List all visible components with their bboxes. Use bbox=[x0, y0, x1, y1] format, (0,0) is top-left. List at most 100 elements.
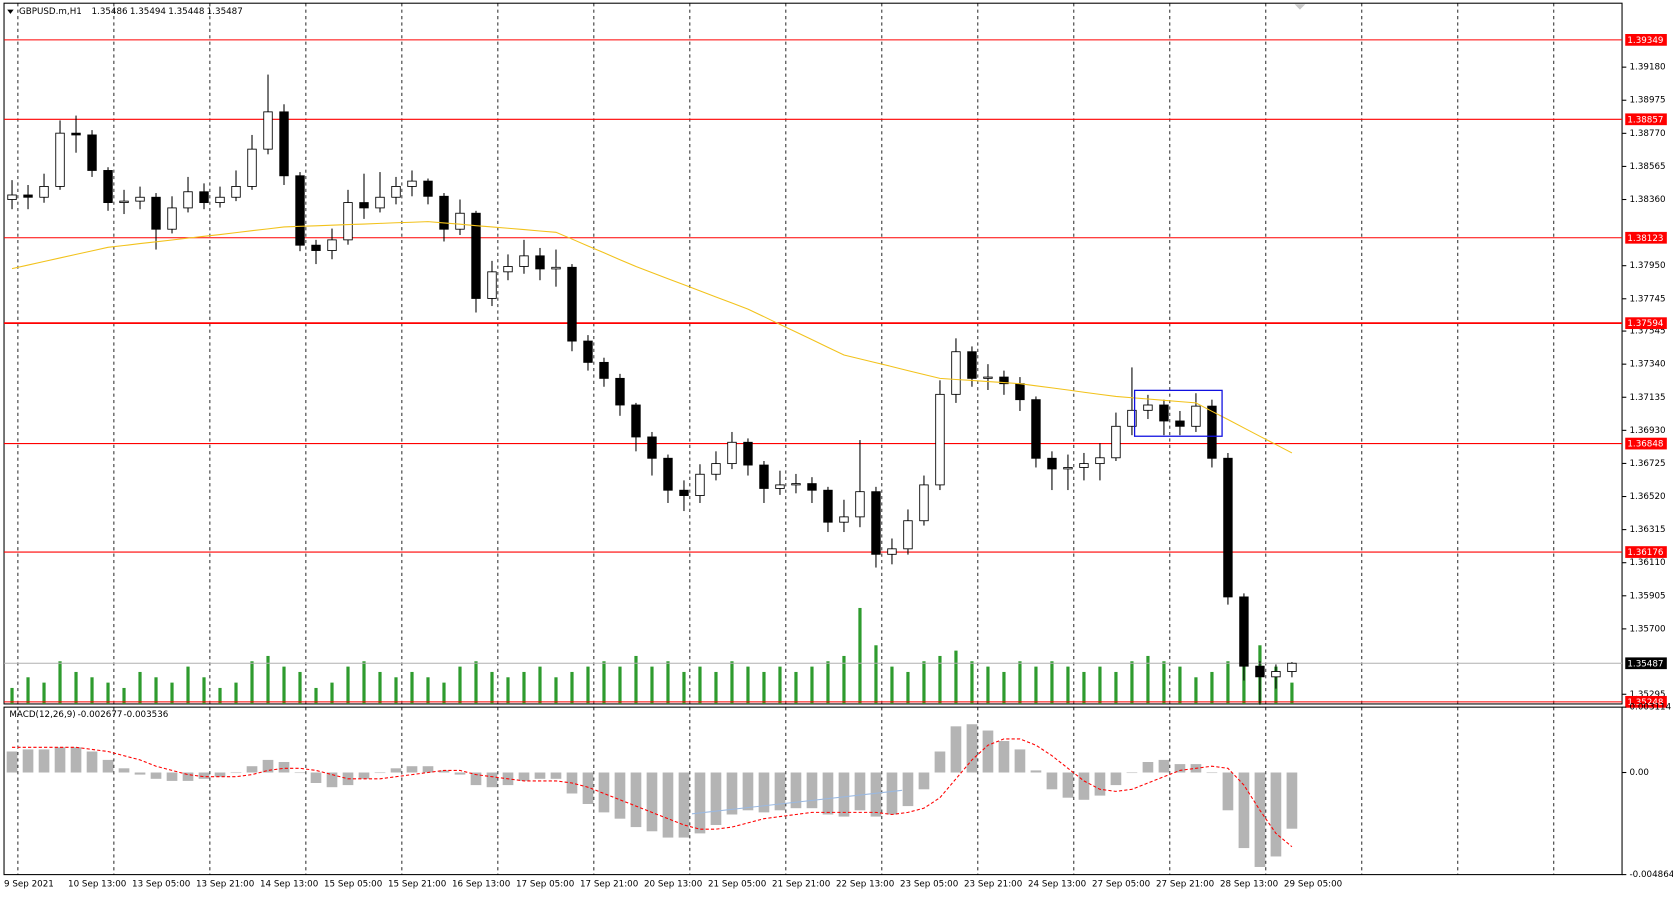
candle-body bbox=[247, 148, 257, 187]
candle-body bbox=[903, 520, 913, 550]
candle-body bbox=[1047, 457, 1057, 470]
candle-body bbox=[1063, 467, 1073, 470]
x-tick-label: 29 Sep 05:00 bbox=[1284, 880, 1342, 890]
macd-bar bbox=[166, 772, 178, 781]
volume-bar bbox=[154, 677, 158, 704]
macd-bar bbox=[102, 759, 114, 773]
x-tick-label: 17 Sep 05:00 bbox=[516, 880, 574, 890]
macd-bar bbox=[86, 751, 98, 773]
volume-bar bbox=[1146, 655, 1150, 704]
volume-bar bbox=[810, 666, 814, 704]
symbol-menu-arrow[interactable] bbox=[7, 9, 14, 14]
candle-body bbox=[711, 463, 721, 475]
volume-bar bbox=[506, 677, 510, 704]
macd-bar bbox=[1078, 772, 1090, 800]
candle-body bbox=[839, 516, 849, 523]
candle-body bbox=[455, 212, 465, 230]
volume-bar bbox=[986, 666, 990, 704]
candle-body bbox=[423, 180, 433, 197]
symbol-label: GBPUSD.m,H1 bbox=[19, 7, 82, 17]
level-label: 1.38123 bbox=[1627, 234, 1663, 244]
x-tick-label: 21 Sep 21:00 bbox=[772, 880, 830, 890]
candle-body bbox=[887, 548, 897, 555]
macd-trendline bbox=[691, 789, 903, 815]
candle-body bbox=[7, 194, 17, 200]
volume-bar bbox=[778, 666, 782, 704]
candle-body bbox=[519, 255, 529, 267]
candle-body bbox=[71, 132, 81, 136]
volume-bar bbox=[1050, 661, 1054, 704]
level-label: 1.36848 bbox=[1627, 440, 1663, 450]
candle-body bbox=[311, 244, 321, 251]
range-rectangle bbox=[1133, 389, 1223, 437]
y-tick-label: 1.37545 bbox=[1630, 327, 1666, 337]
x-tick-label: 15 Sep 05:00 bbox=[324, 880, 382, 890]
macd-bar bbox=[246, 766, 258, 773]
macd-bar bbox=[534, 772, 546, 779]
macd-bar bbox=[1238, 772, 1250, 849]
y-tick-label: 1.35905 bbox=[1630, 591, 1666, 601]
macd-bar bbox=[902, 772, 914, 807]
candle-body bbox=[1031, 399, 1041, 459]
candle-body bbox=[727, 441, 737, 465]
x-tick-label: 16 Sep 13:00 bbox=[452, 880, 510, 890]
macd-bar bbox=[710, 772, 722, 825]
volume-bar bbox=[458, 666, 462, 704]
macd-bar bbox=[278, 762, 290, 773]
candle-body bbox=[919, 484, 929, 522]
candle-body bbox=[1079, 463, 1089, 468]
volume-bar bbox=[282, 666, 286, 704]
volume-bar bbox=[42, 682, 46, 704]
signal-line bbox=[12, 738, 1293, 848]
candle-body bbox=[999, 376, 1009, 385]
candle-body bbox=[1175, 420, 1185, 427]
macd-bar bbox=[630, 772, 642, 828]
candle-body bbox=[567, 266, 577, 342]
macd-bar bbox=[54, 747, 66, 773]
candle-body bbox=[391, 186, 401, 198]
volume-bar bbox=[394, 677, 398, 704]
volume-bar bbox=[698, 666, 702, 704]
candle-body bbox=[103, 170, 113, 204]
macd-bar bbox=[1046, 772, 1058, 790]
x-tick-label: 24 Sep 13:00 bbox=[1028, 880, 1086, 890]
candle-body bbox=[1111, 425, 1121, 459]
macd-bar bbox=[70, 747, 82, 773]
macd-bar bbox=[310, 772, 322, 784]
macd-bar bbox=[582, 772, 594, 804]
level-label: 1.38857 bbox=[1627, 115, 1663, 125]
y-tick-label: 1.38360 bbox=[1630, 195, 1666, 205]
candle-body bbox=[951, 351, 961, 395]
candle-body bbox=[471, 212, 481, 299]
volume-bar bbox=[74, 671, 78, 704]
candle-body bbox=[199, 191, 209, 204]
candle-body bbox=[807, 483, 817, 491]
macd-bar bbox=[406, 766, 418, 773]
volume-bar bbox=[954, 650, 958, 704]
macd-bar bbox=[646, 772, 658, 832]
current-price-box bbox=[1625, 657, 1667, 670]
x-tick-label: 28 Sep 13:00 bbox=[1220, 880, 1278, 890]
macd-bar bbox=[726, 772, 738, 815]
candle-body bbox=[1191, 405, 1201, 427]
candle-body bbox=[87, 134, 97, 171]
candle-body bbox=[791, 483, 801, 486]
macd-bar bbox=[934, 751, 946, 773]
candle-body bbox=[663, 457, 673, 491]
x-tick-label: 27 Sep 21:00 bbox=[1156, 880, 1214, 890]
volume-bar bbox=[922, 661, 926, 704]
macd-panel-frame bbox=[3, 706, 1623, 876]
ohlc-high: 1.35494 bbox=[130, 7, 167, 17]
data-layer: 1.39180 1.38975 1.38770 1.38565 1.38360 1.379… bbox=[4, 34, 1673, 890]
level-label-box bbox=[1625, 695, 1667, 708]
volume-bar bbox=[570, 671, 574, 704]
volume-bar bbox=[522, 671, 526, 704]
candle-body bbox=[967, 351, 977, 379]
level-label-box bbox=[1625, 34, 1667, 46]
volume-bar bbox=[618, 666, 622, 704]
macd-bar bbox=[1062, 772, 1074, 798]
volume-bar bbox=[106, 682, 110, 704]
macd-bar bbox=[6, 751, 18, 773]
